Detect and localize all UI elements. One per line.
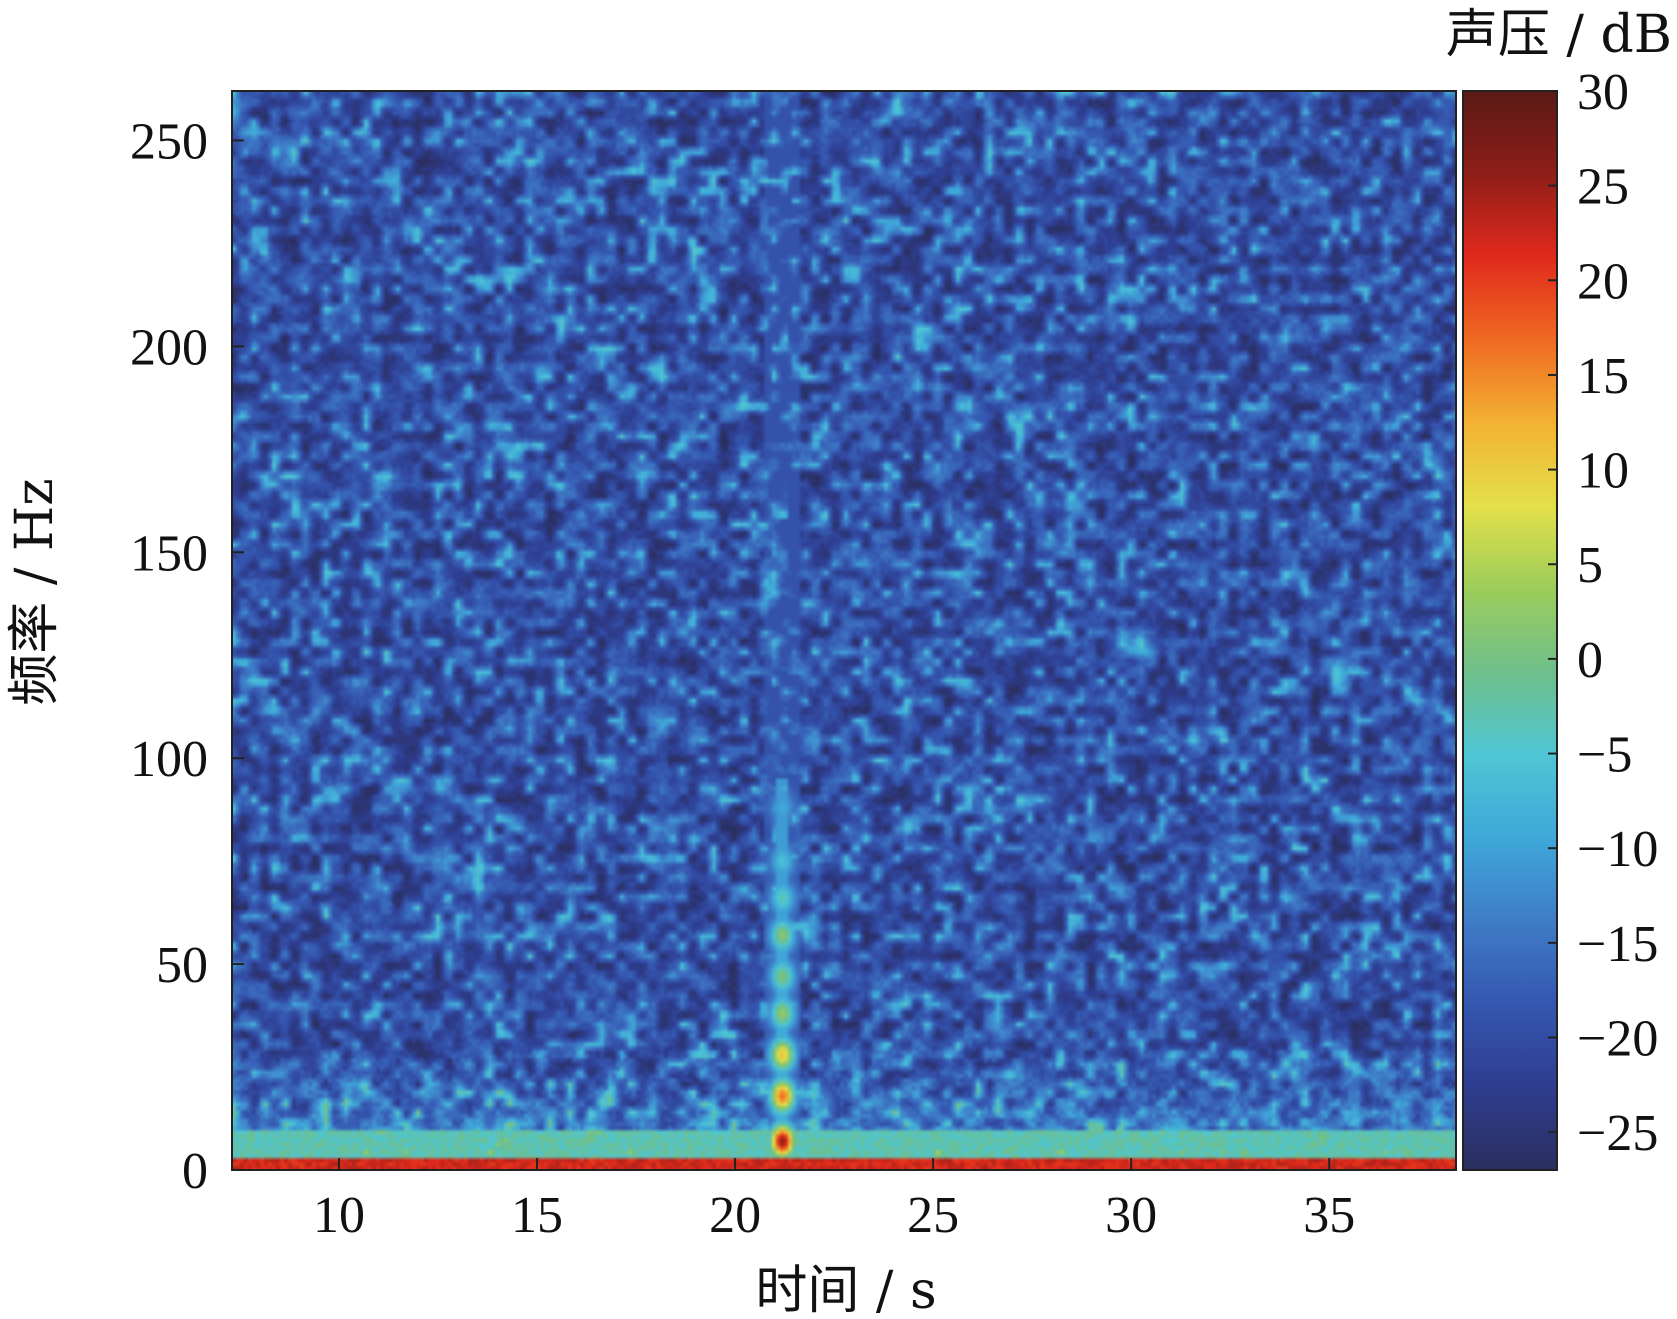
colorbar-tick-label: 15: [1577, 348, 1629, 405]
colorbar-gradient: [1462, 90, 1558, 1171]
axes: 10 15 20 25 30 35 0 50 100 150 200 250: [130, 90, 1457, 1244]
colorbar-tick-label: 20: [1577, 253, 1629, 310]
colorbar-tick-label: 30: [1577, 64, 1629, 121]
colorbar-tick-label: 0: [1577, 632, 1603, 689]
x-tick-label: 20: [709, 1187, 761, 1244]
colorbar-tick-label: −20: [1577, 1010, 1658, 1067]
colorbar-tick-label: −25: [1577, 1105, 1658, 1162]
y-tick-label: 100: [130, 731, 208, 788]
y-tick-label: 200: [130, 319, 208, 376]
colorbar-tick-label: 10: [1577, 443, 1629, 500]
plot-frame: [231, 90, 1457, 1171]
colorbar-tick-label: 5: [1577, 537, 1603, 594]
x-tick-label: 30: [1105, 1187, 1157, 1244]
x-tick-label: 35: [1303, 1187, 1355, 1244]
colorbar-tick-label: −15: [1577, 916, 1658, 973]
x-axis-label: 时间 / s: [755, 1261, 936, 1319]
x-tick-label: 25: [907, 1187, 959, 1244]
colorbar-label: 声压 / dB: [1446, 5, 1672, 65]
y-tick-label: 0: [182, 1143, 208, 1200]
y-tick-label: 250: [130, 113, 208, 170]
colorbar-tick-label: 25: [1577, 159, 1629, 216]
y-tick-label: 150: [130, 525, 208, 582]
x-tick-label: 15: [511, 1187, 563, 1244]
x-tick-label: 10: [313, 1187, 365, 1244]
colorbar-tick-label: −5: [1577, 727, 1632, 784]
y-tick-label: 50: [156, 937, 208, 994]
plot-area: [232, 91, 1456, 1170]
colorbar: 30 25 20 15 10 5 0 −5 −10 −15 −20 −25: [1462, 64, 1658, 1171]
spectrogram-heatmap: [232, 91, 1456, 1170]
colorbar-tick-label: −10: [1577, 821, 1658, 878]
y-axis-label: 频率 / Hz: [5, 478, 65, 705]
